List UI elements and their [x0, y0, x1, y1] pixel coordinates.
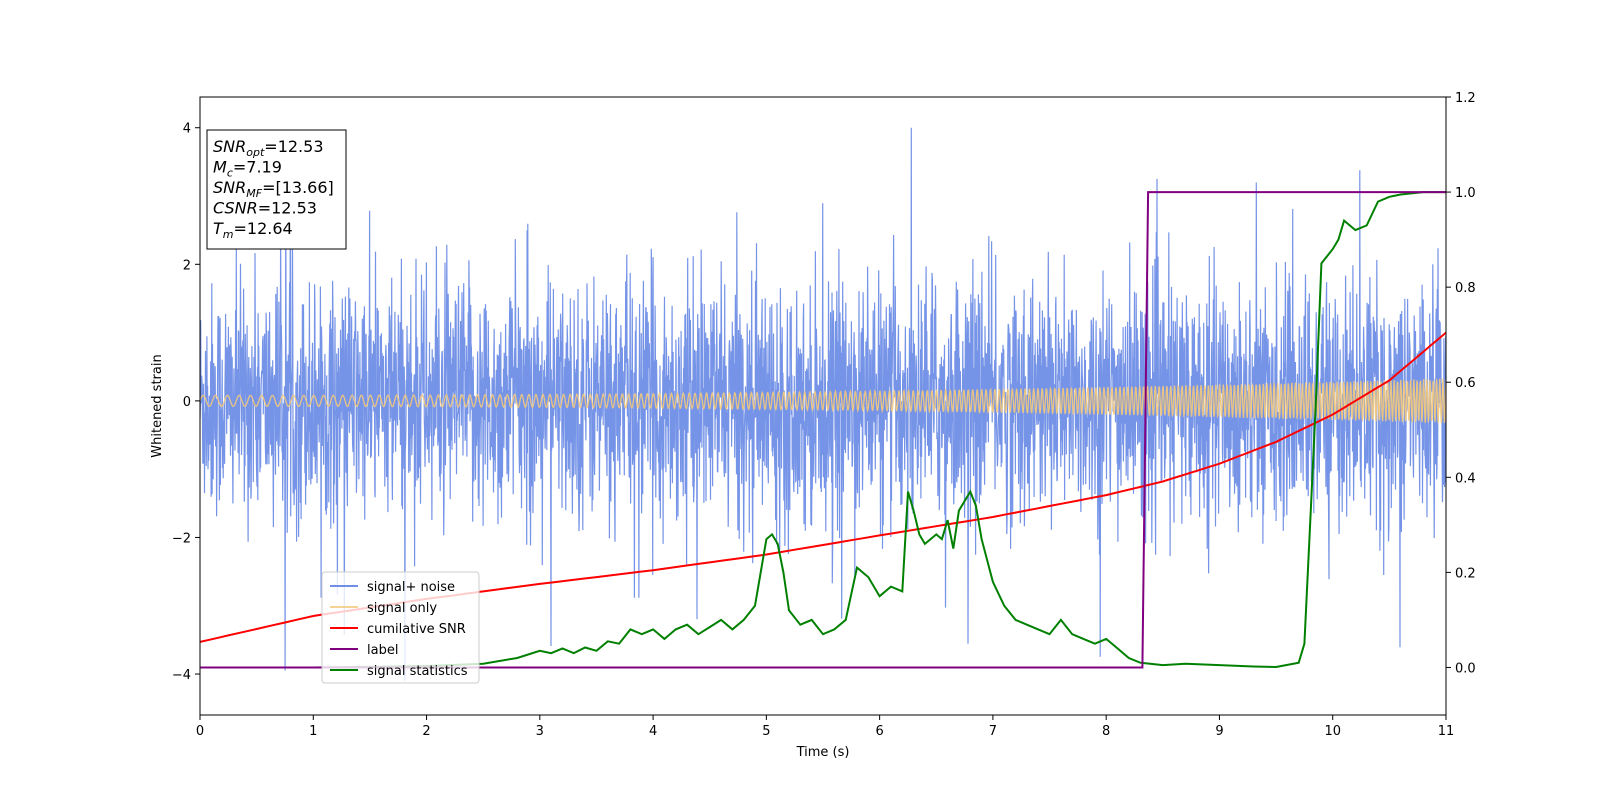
x-tick-label: 5: [762, 724, 770, 739]
x-tick-label: 7: [989, 724, 997, 739]
y-right-tick-label: 0.6: [1455, 376, 1476, 391]
y-right-tick-label: 0.4: [1455, 471, 1476, 486]
signal-only-layer: [200, 378, 1446, 424]
series-signal-statistics: [200, 191, 1446, 669]
x-tick-label: 1: [309, 724, 317, 739]
legend-label: signal only: [367, 601, 437, 616]
y-left-tick-label: 4: [183, 122, 191, 137]
annotation-frame: [206, 129, 347, 250]
series-signal-only: [200, 378, 1446, 424]
x-tick-label: 4: [649, 724, 657, 739]
x-tick-label: 2: [422, 724, 430, 739]
annotation-line: SNRopt=12.53: [213, 137, 324, 159]
y-right-tick-label: 1.0: [1455, 186, 1476, 201]
legend: signal+ noise signal only cumilative SNR la…: [321, 571, 480, 684]
y-axis-title: Whitened strain: [150, 354, 165, 457]
x-tick-label: 0: [196, 724, 204, 739]
annotation-line: Tm=12.64: [213, 219, 293, 241]
y-left-tick-label: 2: [183, 258, 191, 273]
x-tick-label: 9: [1215, 724, 1223, 739]
x-tick-label: 6: [875, 724, 883, 739]
y-right-tick-label: 1.2: [1455, 91, 1476, 106]
y-right-tick-label: 0.8: [1455, 281, 1476, 296]
x-tick-label: 10: [1324, 724, 1341, 739]
annotation-line: Mc=7.19: [213, 158, 282, 180]
legend-frame: [321, 571, 480, 684]
series-label: [200, 191, 1446, 669]
y-left-tick-label: −4: [172, 668, 191, 683]
y-left-tick-label: 0: [183, 395, 191, 410]
y-right-tick-label: 0.0: [1455, 661, 1476, 676]
x-tick-label: 3: [536, 724, 544, 739]
legend-label: signal statistics: [367, 664, 468, 679]
annotation-box: SNRopt=12.53Mc=7.19SNRMF=[13.66]CSNR=12.…: [206, 129, 347, 250]
y-right-tick-label: 0.2: [1455, 566, 1476, 581]
annotation-line: SNRMF=[13.66]: [213, 178, 334, 200]
axes-layer: 0 1 2 3 4 5 6 7 8 9 10 11 −4 −2 0 2 4 0.0 0.2 0.4 0.6 0.8 1.0 1…: [172, 91, 1476, 739]
y-left-tick-label: −2: [172, 531, 191, 546]
annotation-line: CSNR=12.53: [213, 199, 317, 218]
plot-frame: [199, 96, 1447, 716]
legend-label: signal+ noise: [367, 580, 455, 595]
x-axis-title: Time (s): [796, 745, 850, 760]
x-tick-label: 8: [1102, 724, 1110, 739]
x-tick-label: 11: [1438, 724, 1455, 739]
legend-label: cumilative SNR: [367, 622, 466, 637]
legend-label: label: [367, 643, 398, 658]
